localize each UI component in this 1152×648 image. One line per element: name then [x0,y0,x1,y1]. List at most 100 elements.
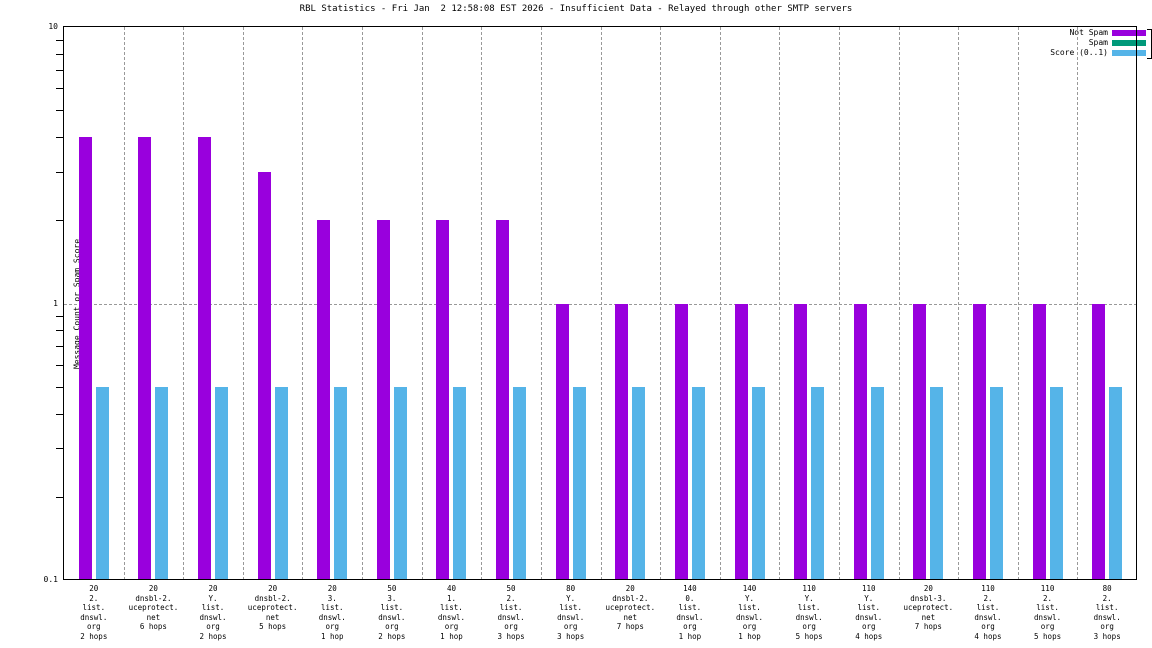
bar-score [811,386,825,580]
y-axis-minor-tick [56,386,64,388]
gridline-vertical [600,27,602,580]
x-axis-tick-label: 110 Y. list. dnswl. org 4 hops [855,584,883,641]
y-axis-minor-tick [56,110,64,112]
bar-not-spam [496,220,510,580]
bar-not-spam [674,303,688,580]
bar-score [1049,386,1063,580]
legend-bracket [1147,29,1152,59]
bar-score [930,386,944,580]
bar-score [274,386,288,580]
gridline-vertical [838,27,840,580]
bar-not-spam [376,220,390,580]
y-axis-minor-tick [56,316,64,318]
y-axis-minor-tick [56,413,64,415]
x-axis-tick-label: 80 2. list. dnswl. org 3 hops [1093,584,1121,641]
x-axis-tick-label: 80 Y. list. dnswl. org 3 hops [557,584,585,641]
bar-score [334,386,348,580]
gridline-vertical [362,27,364,580]
plot-area: Message Count or Spam Score 10 1 0.1 [44,23,1137,584]
bar-not-spam [734,303,748,580]
legend-swatch [1112,30,1146,36]
x-axis-tick-label: 20 Y. list. dnswl. org 2 hops [199,584,227,641]
bar-score [572,386,586,580]
chart-title: RBL Statistics - Fri Jan 2 12:58:08 EST … [299,4,853,14]
y-axis-minor-tick [56,330,64,332]
bar-not-spam [853,303,867,580]
legend-item: Score (0..1) [1050,48,1146,58]
gridline-vertical [719,27,721,580]
legend-label: Score (0..1) [1050,48,1108,57]
bar-not-spam [436,220,450,580]
y-axis-tick-label: 1 [53,298,58,308]
y-axis-tick-label: 0.1 [43,575,58,584]
y-axis-tick-label: 10 [48,22,58,31]
legend-item: Not Spam [1050,28,1146,38]
legend-swatch [1112,50,1146,56]
bar-score [989,386,1003,580]
y-axis-minor-tick [56,88,64,90]
x-axis-tick-label: 20 dnsbl-3. uceprotect. net 7 hops [903,584,954,631]
y-axis-minor-tick [56,53,64,55]
bar-score [453,386,467,580]
x-axis-tick-label: 50 2. list. dnswl. org 3 hops [497,584,525,641]
gridline-vertical [183,27,185,580]
x-axis-tick-label: 140 Y. list. dnswl. org 1 hop [735,584,764,641]
y-axis-minor-tick [56,448,64,450]
legend-label: Not Spam [1069,28,1108,37]
y-axis-minor-tick [56,39,64,41]
bar-not-spam [317,220,331,580]
y-axis-minor-tick [56,346,64,348]
bar-not-spam [615,303,629,580]
y-axis-minor-tick [56,171,64,173]
bar-score [632,386,646,580]
y-axis-minor-tick [56,69,64,71]
x-axis-tick-label: 110 Y. list. dnswl. org 5 hops [795,584,823,641]
bar-not-spam [198,137,212,580]
x-axis-tick-label: 20 3. list. dnswl. org 1 hop [318,584,346,641]
bar-score [751,386,765,580]
gridline-vertical [540,27,542,580]
legend-item: Spam [1050,38,1146,48]
bar-not-spam [78,137,92,580]
x-axis-tick-label: 110 2. list. dnswl. org 4 hops [974,584,1002,641]
bar-not-spam [794,303,808,580]
x-axis-labels: 20 2. list. dnswl. org 2 hops 20 dnsbl-2.… [64,584,1137,646]
gridline-vertical [1077,27,1079,580]
chart-legend: Not Spam Spam Score (0..1) [1050,28,1146,58]
x-axis-tick-label: 20 dnsbl-2. uceprotect. net 6 hops [128,584,179,631]
legend-label: Spam [1088,38,1108,47]
gridline-vertical [958,27,960,580]
bar-score [513,386,527,580]
bar-not-spam [1092,303,1106,580]
bar-score [1109,386,1123,580]
x-axis-tick-label: 20 2. list. dnswl. org 2 hops [80,584,108,641]
gridline-vertical [123,27,125,580]
bar-not-spam [1032,303,1046,580]
gridline-vertical [660,27,662,580]
y-axis-minor-tick [56,364,64,366]
gridline-vertical [242,27,244,580]
x-axis-tick-label: 50 3. list. dnswl. org 2 hops [378,584,406,641]
x-axis-tick-label: 40 1. list. dnswl. org 1 hop [437,584,465,641]
gridline-vertical [481,27,483,580]
gridline-vertical [421,27,423,580]
gridline-vertical [1017,27,1019,580]
y-axis-minor-tick [56,496,64,498]
bar-not-spam [972,303,986,580]
gridline-vertical [779,27,781,580]
legend-swatch [1112,40,1146,46]
gridline-vertical [302,27,304,580]
plot-frame [63,26,1137,580]
x-axis-tick-label: 20 dnsbl-2. uceprotect. net 5 hops [247,584,298,631]
x-axis-tick-label: 110 2. list. dnswl. org 5 hops [1034,584,1062,641]
bar-score [95,386,109,580]
bar-score [215,386,229,580]
gridline-vertical [898,27,900,580]
bar-not-spam [913,303,927,580]
bar-score [870,386,884,580]
y-axis-minor-tick [56,220,64,222]
x-axis-tick-label: 20 dnsbl-2. uceprotect. net 7 hops [605,584,656,631]
bar-not-spam [555,303,569,580]
y-axis-minor-tick [56,137,64,139]
